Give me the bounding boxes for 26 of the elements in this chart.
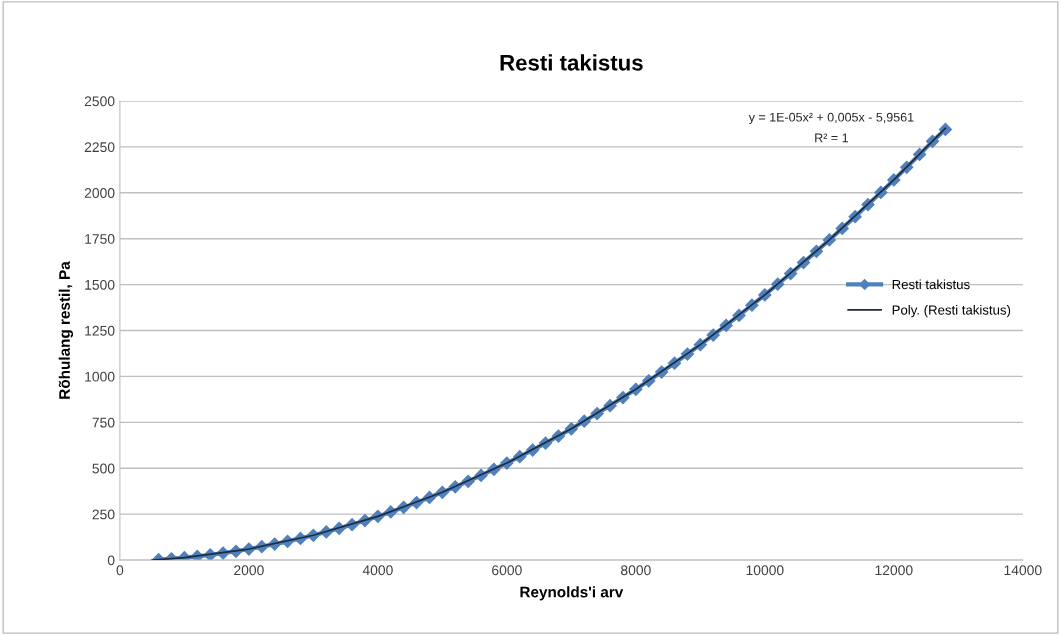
x-tick-label: 2000	[234, 565, 264, 576]
x-tick-label: 10000	[746, 565, 784, 576]
y-axis-title: Rõhulang restil, Pa	[58, 261, 74, 399]
chart-title: Resti takistus	[500, 54, 643, 71]
x-tick-label: 12000	[875, 565, 913, 576]
annotation: y = 1E-05x² + 0,005x - 5,9561	[748, 112, 914, 125]
y-tick-label: 250	[92, 509, 115, 520]
y-tick-label: 0	[107, 555, 115, 566]
x-tick-label: 0	[116, 565, 124, 576]
y-tick-label: 2250	[84, 142, 115, 153]
x-tick-label: 8000	[621, 565, 651, 576]
y-tick-label: 2000	[84, 188, 115, 198]
x-axis-title: Reynolds'i arv	[520, 586, 624, 601]
y-tick-label: 1500	[85, 279, 115, 290]
x-tick-label: 4000	[362, 565, 393, 576]
y-tick-label: 1750	[85, 234, 115, 244]
y-tick-label: 2500	[84, 96, 115, 107]
x-tick-label: 6000	[492, 565, 522, 576]
y-tick-label: 750	[92, 417, 115, 428]
legend-label: Poly. (Resti takistus)	[892, 304, 1011, 318]
x-tick-label: 14000	[1004, 565, 1042, 576]
y-tick-label: 1000	[85, 371, 115, 382]
y-tick-label: 500	[92, 463, 115, 474]
y-tick-label: 1250	[85, 325, 115, 336]
legend-label: Resti takistus	[892, 279, 970, 290]
annotation: R² = 1	[815, 133, 848, 143]
